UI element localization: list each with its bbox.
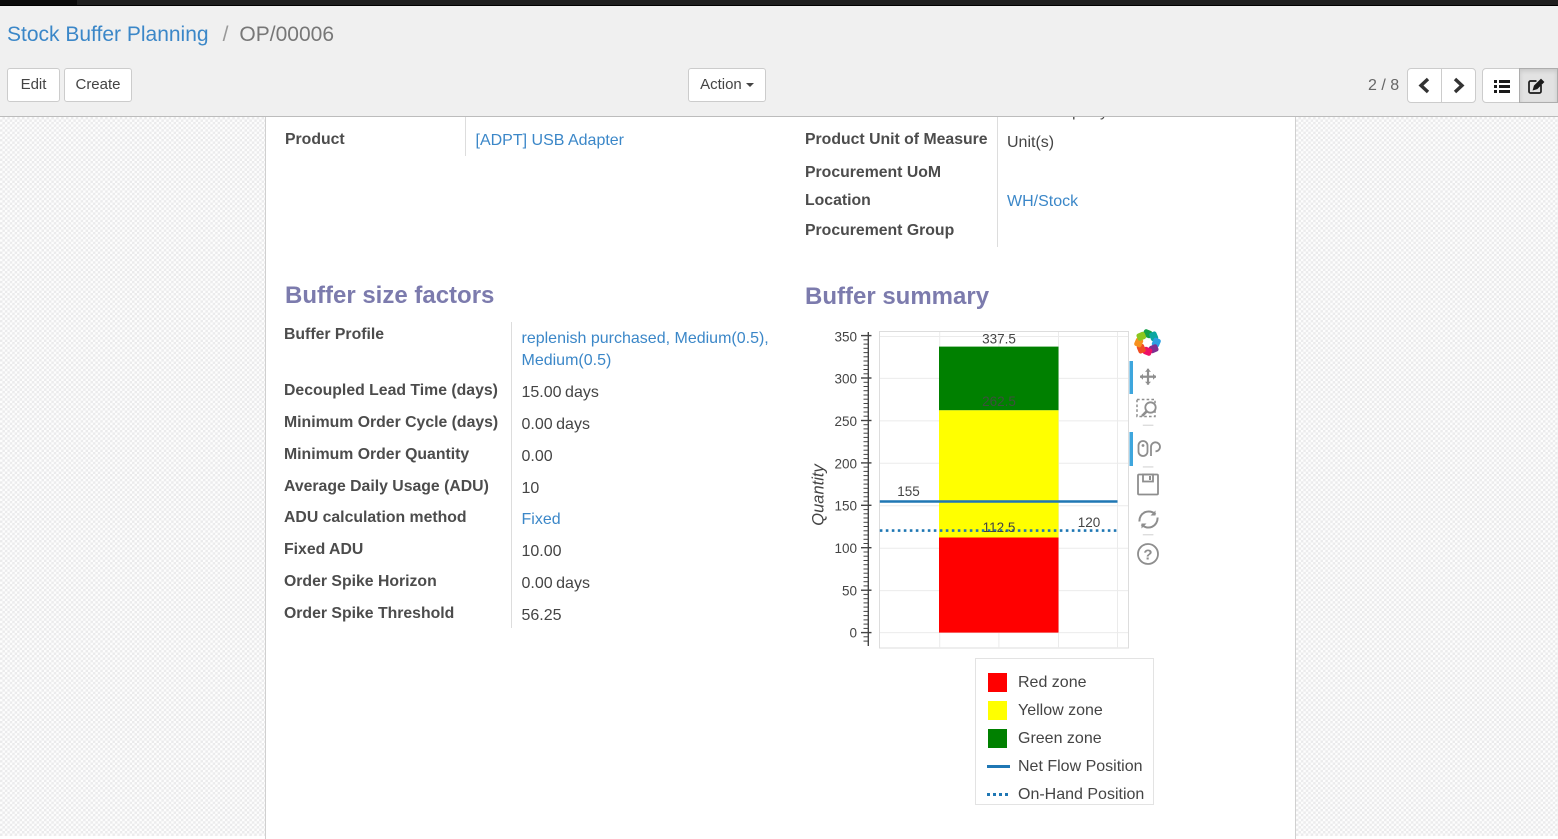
- svg-text:300: 300: [834, 371, 857, 386]
- svg-text:250: 250: [834, 414, 857, 429]
- svg-text:155: 155: [897, 484, 920, 499]
- svg-text:Quantity: Quantity: [810, 463, 828, 526]
- svg-text:200: 200: [834, 456, 857, 471]
- svg-text:0: 0: [849, 626, 857, 641]
- svg-text:350: 350: [834, 330, 857, 345]
- svg-text:150: 150: [834, 499, 857, 514]
- svg-text:120: 120: [1078, 515, 1101, 530]
- svg-text:50: 50: [842, 584, 857, 599]
- svg-text:112.5: 112.5: [983, 520, 1016, 535]
- svg-text:337.5: 337.5: [982, 332, 1016, 347]
- svg-text:262.5: 262.5: [982, 394, 1016, 409]
- svg-text:100: 100: [834, 541, 857, 556]
- svg-text:?: ?: [1143, 547, 1152, 564]
